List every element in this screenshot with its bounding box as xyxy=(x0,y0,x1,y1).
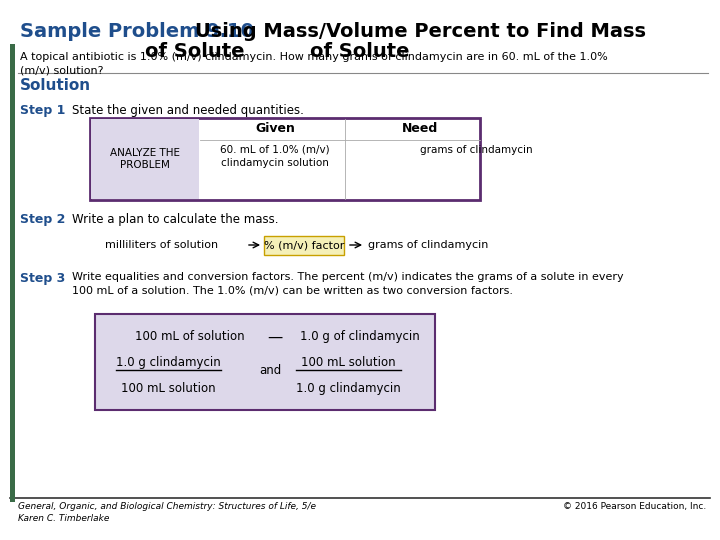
Text: 60. mL of 1.0% (m/v)
clindamycin solution: 60. mL of 1.0% (m/v) clindamycin solutio… xyxy=(220,145,330,168)
Text: General, Organic, and Biological Chemistry: Structures of Life, 5/e: General, Organic, and Biological Chemist… xyxy=(18,502,316,511)
Text: Karen C. Timberlake: Karen C. Timberlake xyxy=(18,514,109,523)
Text: —: — xyxy=(267,330,283,345)
Text: milliliters of solution: milliliters of solution xyxy=(105,240,218,250)
Text: ANALYZE THE
PROBLEM: ANALYZE THE PROBLEM xyxy=(110,148,180,170)
Text: % (m/v) factor: % (m/v) factor xyxy=(264,240,344,250)
Text: of Solute: of Solute xyxy=(310,42,410,61)
Text: Need: Need xyxy=(402,122,438,135)
Text: Write a plan to calculate the mass.: Write a plan to calculate the mass. xyxy=(72,213,279,226)
FancyBboxPatch shape xyxy=(95,314,435,410)
FancyBboxPatch shape xyxy=(264,235,344,254)
Text: State the given and needed quantities.: State the given and needed quantities. xyxy=(72,104,304,117)
Text: Solution: Solution xyxy=(20,78,91,93)
Text: 100 mL solution: 100 mL solution xyxy=(301,356,395,369)
Text: Sample Problem 9.10: Sample Problem 9.10 xyxy=(20,22,254,41)
Bar xyxy=(10,44,15,502)
Text: © 2016 Pearson Education, Inc.: © 2016 Pearson Education, Inc. xyxy=(563,502,706,511)
Text: Given: Given xyxy=(255,122,295,135)
Text: of Solute: of Solute xyxy=(145,42,245,61)
FancyBboxPatch shape xyxy=(90,118,480,200)
Text: grams of clindamycin: grams of clindamycin xyxy=(368,240,488,250)
Text: 1.0 g of clindamycin: 1.0 g of clindamycin xyxy=(300,330,420,343)
Text: Using Mass/Volume Percent to Find Mass: Using Mass/Volume Percent to Find Mass xyxy=(195,22,646,41)
Text: 100 mL of solution: 100 mL of solution xyxy=(135,330,245,343)
Text: 1.0 g clindamycin: 1.0 g clindamycin xyxy=(296,382,400,395)
Text: 100 mL solution: 100 mL solution xyxy=(121,382,215,395)
Text: Step 2: Step 2 xyxy=(20,213,66,226)
Bar xyxy=(91,119,199,199)
Text: and: and xyxy=(259,363,281,376)
Text: Step 3: Step 3 xyxy=(20,272,66,285)
Text: Step 1: Step 1 xyxy=(20,104,66,117)
Text: grams of clindamycin: grams of clindamycin xyxy=(420,145,533,155)
Text: A topical antibiotic is 1.0% (m/v) clindamycin. How many grams of clindamycin ar: A topical antibiotic is 1.0% (m/v) clind… xyxy=(20,52,608,75)
Text: 1.0 g clindamycin: 1.0 g clindamycin xyxy=(116,356,220,369)
Text: Write equalities and conversion factors. The percent (m/v) indicates the grams o: Write equalities and conversion factors.… xyxy=(72,272,624,295)
